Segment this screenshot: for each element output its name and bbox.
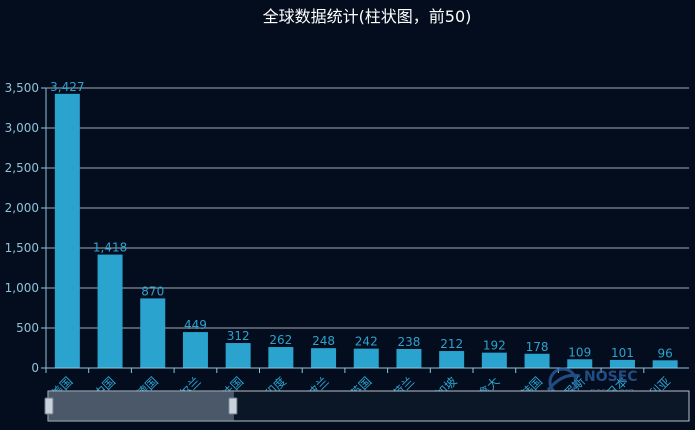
grid-lines: [46, 87, 689, 329]
bar-value-label: 3,427: [50, 80, 84, 94]
bar[interactable]: [353, 348, 379, 368]
chart-title: 全球数据统计(柱状图，前50): [263, 7, 472, 26]
bar[interactable]: [311, 348, 337, 368]
bar-value-label: 178: [526, 340, 549, 354]
y-tick-label: 3,500: [5, 81, 39, 95]
bar[interactable]: [225, 343, 251, 368]
bar-value-label: 242: [355, 335, 378, 349]
data-zoom-selected-range[interactable]: [48, 391, 234, 421]
watermark-text: NOSEC: [584, 369, 638, 385]
handle-left-grip[interactable]: [44, 397, 54, 415]
bar[interactable]: [54, 93, 80, 368]
y-tick-label: 1,500: [5, 241, 39, 255]
y-tick-label: 2,000: [5, 201, 39, 215]
bar-value-label: 449: [184, 318, 207, 332]
y-tick-label: 0: [31, 361, 39, 375]
bar-value-label: 312: [227, 329, 250, 343]
bar[interactable]: [524, 353, 550, 368]
bar-value-label: 248: [312, 334, 335, 348]
bar[interactable]: [567, 359, 593, 368]
bar-value-label: 238: [397, 335, 420, 349]
bar-value-label: 212: [440, 337, 463, 351]
bar[interactable]: [140, 298, 166, 368]
bar-value-label: 109: [568, 345, 591, 359]
y-tick-label: 2,500: [5, 161, 39, 175]
handle-right-grip[interactable]: [228, 397, 238, 415]
y-axis: 0 500 1,000 1,500 2,000 2,500 3,000 3,500: [5, 81, 47, 375]
bar[interactable]: [97, 254, 123, 368]
bar[interactable]: [652, 360, 678, 368]
bars: [54, 93, 678, 368]
y-tick-label: 1,000: [5, 281, 39, 295]
bar[interactable]: [481, 352, 507, 368]
bar-value-label: 1,418: [93, 241, 127, 255]
bar-value-label: 192: [483, 339, 506, 353]
data-zoom-handle-right[interactable]: [228, 397, 238, 415]
bar-value-label: 870: [141, 284, 164, 298]
y-tick-label: 3,000: [5, 121, 39, 135]
data-zoom-handle-left[interactable]: [44, 397, 54, 415]
bar[interactable]: [609, 359, 635, 368]
bar[interactable]: [396, 348, 422, 368]
bar[interactable]: [439, 351, 465, 368]
bar-value-label: 101: [611, 346, 634, 360]
value-labels: 3,427 1,418 870 449 312 262 248 242 238 212 192 178…: [50, 80, 673, 360]
watermark-swoosh-icon: [546, 373, 581, 391]
bar[interactable]: [268, 347, 294, 368]
bar-value-label: 262: [269, 333, 292, 347]
y-tick-label: 500: [16, 321, 39, 335]
bar-value-label: 96: [658, 346, 673, 360]
bar[interactable]: [182, 332, 208, 368]
data-zoom-slider[interactable]: [44, 390, 690, 422]
